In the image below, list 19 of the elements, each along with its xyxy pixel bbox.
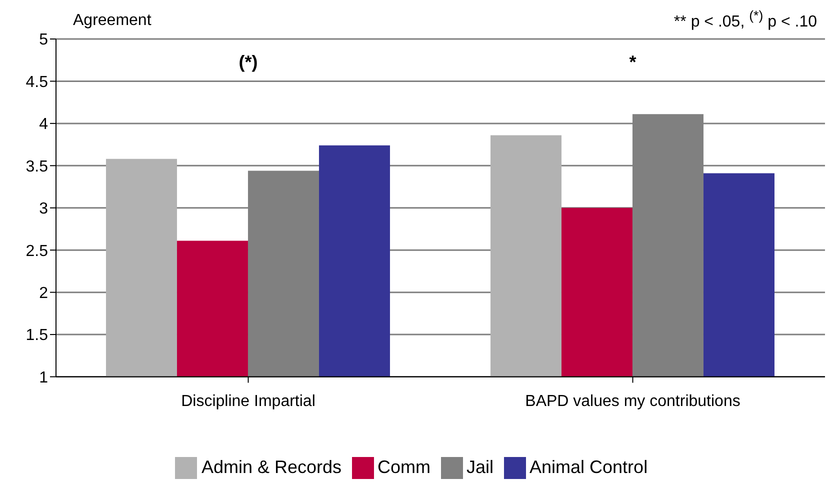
x-tick-label: Discipline Impartial <box>181 393 316 410</box>
annotation: * <box>629 52 636 73</box>
y-tick-label: 3 <box>39 200 48 218</box>
y-tick-label: 2 <box>39 284 48 302</box>
text: ** p < .05, $^{(*)}$ p < .10 <box>674 8 817 32</box>
y-tick-label: 4 <box>39 116 48 134</box>
y-tick-label: 1.5 <box>26 327 48 344</box>
legend-label: Comm <box>378 456 430 477</box>
legend-label: Admin & Records <box>201 456 342 477</box>
legend-label: Animal Control <box>530 456 648 477</box>
y-tick-label: 3.5 <box>26 158 48 176</box>
annotation: (*) <box>238 52 258 73</box>
y-tick-label: 1 <box>39 369 48 386</box>
legend-label: Jail <box>466 456 494 477</box>
y-axis-title: Agreement <box>73 12 152 30</box>
y-tick-label: 5 <box>39 32 48 49</box>
y-tick-label: 4.5 <box>26 74 48 91</box>
y-tick-label: 2.5 <box>26 242 48 260</box>
x-tick-label: BAPD values my contributions <box>525 393 740 410</box>
